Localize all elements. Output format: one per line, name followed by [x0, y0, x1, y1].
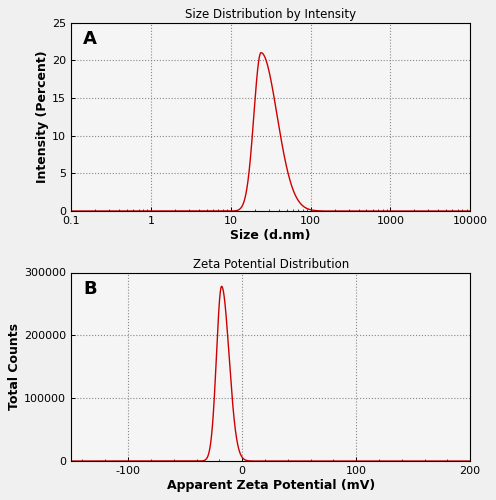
X-axis label: Size (d.nm): Size (d.nm)	[230, 228, 311, 241]
Y-axis label: Intensity (Percent): Intensity (Percent)	[36, 50, 49, 183]
Text: A: A	[83, 30, 97, 48]
Title: Size Distribution by Intensity: Size Distribution by Intensity	[185, 8, 356, 22]
Text: B: B	[83, 280, 97, 298]
Title: Zeta Potential Distribution: Zeta Potential Distribution	[192, 258, 349, 272]
X-axis label: Apparent Zeta Potential (mV): Apparent Zeta Potential (mV)	[167, 478, 375, 492]
Y-axis label: Total Counts: Total Counts	[8, 324, 21, 410]
